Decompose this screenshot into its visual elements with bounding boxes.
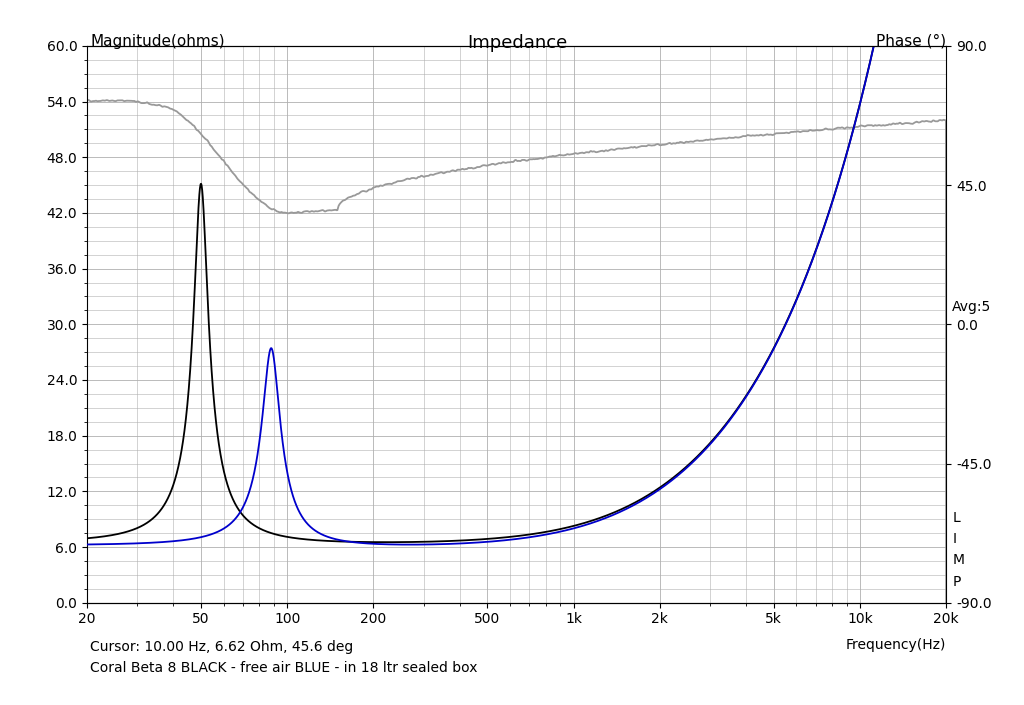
Text: M: M	[952, 553, 965, 568]
Text: Impedance: Impedance	[467, 34, 567, 52]
Text: P: P	[952, 575, 961, 589]
Text: Phase (°): Phase (°)	[877, 34, 946, 49]
Text: Avg:5: Avg:5	[952, 300, 991, 314]
Text: I: I	[952, 532, 956, 546]
Text: Coral Beta 8 BLACK - free air BLUE - in 18 ltr sealed box: Coral Beta 8 BLACK - free air BLUE - in …	[90, 661, 477, 675]
Text: L: L	[952, 511, 961, 525]
Text: Frequency(Hz): Frequency(Hz)	[846, 638, 946, 652]
Text: Cursor: 10.00 Hz, 6.62 Ohm, 45.6 deg: Cursor: 10.00 Hz, 6.62 Ohm, 45.6 deg	[90, 640, 353, 654]
Text: Magnitude(ohms): Magnitude(ohms)	[90, 34, 224, 49]
